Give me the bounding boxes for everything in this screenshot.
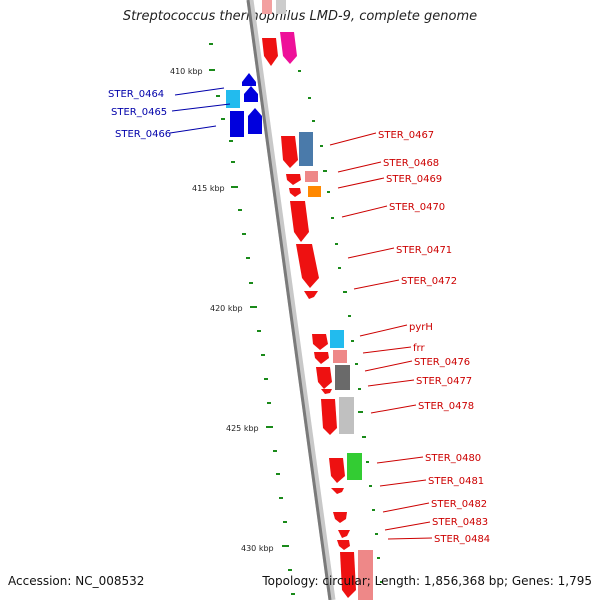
- gene-ster-0477[interactable]: [321, 389, 332, 394]
- gene-ster-0470[interactable]: [290, 201, 309, 242]
- kbp-label: 410 kbp: [170, 67, 203, 76]
- genome-title: Streptococcus thermophilus LMD-9, comple…: [122, 9, 478, 24]
- gene-top-red[interactable]: [262, 38, 278, 66]
- gene-ster-0467[interactable]: [281, 132, 313, 168]
- gene-label-ster-0476[interactable]: STER_0476: [414, 357, 470, 368]
- gene-label-pyrh[interactable]: pyrH: [409, 322, 433, 333]
- gene-ster-0478[interactable]: [321, 397, 354, 435]
- gene-ster-0466-a[interactable]: [230, 111, 244, 137]
- gene-label-frr[interactable]: frr: [413, 343, 425, 354]
- gene-ster-0482[interactable]: [333, 512, 347, 523]
- gene-frr[interactable]: [314, 350, 347, 364]
- left-leader-lines: [169, 87, 231, 134]
- gene-label-ster-0480[interactable]: STER_0480: [425, 453, 481, 464]
- gene-top-lightgray[interactable]: [276, 0, 286, 14]
- gene-label-ster-0464[interactable]: STER_0464: [108, 89, 164, 100]
- gene-top-magenta[interactable]: [280, 32, 297, 64]
- gene-label-ster-0471[interactable]: STER_0471: [396, 245, 452, 256]
- gene-label-ster-0469[interactable]: STER_0469: [386, 174, 442, 185]
- kbp-label: 425 kbp: [226, 424, 259, 433]
- right-leader-lines: [329, 132, 433, 540]
- gene-label-ster-0466[interactable]: STER_0466: [115, 129, 171, 140]
- left-gene-labels: STER_0464 STER_0465 STER_0466: [108, 89, 171, 140]
- inner-ticks: [298, 70, 383, 583]
- gene-ster-0483[interactable]: [338, 530, 350, 538]
- gene-top-pink[interactable]: [262, 0, 272, 14]
- kbp-label: 415 kbp: [192, 184, 225, 193]
- gene-ster-0472[interactable]: [304, 291, 318, 299]
- gene-label-ster-0482[interactable]: STER_0482: [431, 499, 487, 510]
- gene-label-ster-0484[interactable]: STER_0484: [434, 534, 490, 545]
- gene-ster-0468[interactable]: [286, 171, 318, 185]
- right-gene-labels: STER_0467 STER_0468 STER_0469 STER_0470 …: [378, 130, 490, 545]
- gene-ster-0484[interactable]: [337, 540, 350, 550]
- gene-bottom[interactable]: [340, 550, 373, 600]
- gene-label-ster-0481[interactable]: STER_0481: [428, 476, 484, 487]
- gene-ster-0476[interactable]: [316, 365, 350, 390]
- kbp-label: 430 kbp: [241, 544, 274, 553]
- gene-label-ster-0477[interactable]: STER_0477: [416, 376, 472, 387]
- scale-ticks: [209, 43, 295, 595]
- gene-label-ster-0472[interactable]: STER_0472: [401, 276, 457, 287]
- kbp-labels: 410 kbp 415 kbp 420 kbp 425 kbp 430 kbp: [170, 67, 274, 553]
- gene-label-ster-0465[interactable]: STER_0465: [111, 107, 167, 118]
- gene-ster-0469[interactable]: [289, 186, 321, 197]
- gene-label-ster-0483[interactable]: STER_0483: [432, 517, 488, 528]
- gene-label-ster-0467[interactable]: STER_0467: [378, 130, 434, 141]
- gene-label-ster-0468[interactable]: STER_0468: [383, 158, 439, 169]
- gene-ster-0480[interactable]: [329, 453, 362, 483]
- gene-ster-0465[interactable]: [244, 86, 258, 102]
- gene-ster-0481[interactable]: [331, 488, 344, 494]
- topology-text: Topology: circular; Length: 1,856,368 bp…: [262, 574, 592, 588]
- gene-ster-0471[interactable]: [296, 244, 319, 288]
- gene-ster-0464[interactable]: [226, 90, 240, 108]
- kbp-label: 420 kbp: [210, 304, 243, 313]
- gene-blue-top[interactable]: [242, 73, 256, 86]
- backbone: [246, 0, 336, 600]
- accession-text: Accession: NC_008532: [8, 574, 145, 588]
- gene-pyrh[interactable]: [312, 330, 344, 350]
- gene-ster-0466-b[interactable]: [248, 108, 262, 134]
- gene-label-ster-0478[interactable]: STER_0478: [418, 401, 474, 412]
- gene-label-ster-0470[interactable]: STER_0470: [389, 202, 445, 213]
